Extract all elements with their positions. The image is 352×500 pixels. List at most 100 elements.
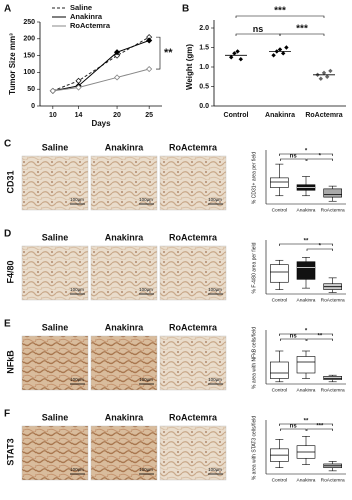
significance-bracket bbox=[280, 338, 307, 341]
scale-label: 100µm bbox=[70, 287, 84, 292]
image-label: Anakinra bbox=[105, 412, 145, 422]
significance-bracket bbox=[156, 36, 161, 70]
image-label: RoActemra bbox=[169, 232, 218, 242]
data-point bbox=[232, 51, 237, 56]
significance-bracket bbox=[279, 243, 333, 246]
microscopy-image bbox=[21, 335, 89, 391]
x-tick-label: Anakinra bbox=[297, 297, 316, 303]
box bbox=[296, 261, 316, 280]
significance-label: ns bbox=[290, 334, 298, 340]
x-tick-label: Control bbox=[224, 112, 249, 119]
y-tick-label: 150 bbox=[23, 52, 35, 59]
x-tick-label: Anakinra bbox=[297, 207, 316, 213]
scale-label: 100µm bbox=[139, 287, 153, 292]
y-tick-label: 250 bbox=[23, 19, 35, 26]
scale-label: 100µm bbox=[208, 197, 222, 202]
y-tick-label: 0 bbox=[31, 103, 35, 110]
series-line bbox=[52, 40, 150, 92]
significance-label: ns bbox=[253, 24, 264, 34]
significance-label: ns bbox=[290, 154, 298, 160]
microscopy-image bbox=[90, 245, 158, 301]
panel-label: B bbox=[182, 4, 189, 15]
legend-label: Anakinra bbox=[70, 12, 103, 21]
box bbox=[270, 361, 289, 379]
x-tick-label: RoActemra bbox=[321, 207, 345, 213]
data-point bbox=[318, 76, 323, 81]
scale-label: 100µm bbox=[139, 467, 153, 472]
x-tick-label: 14 bbox=[75, 112, 83, 119]
data-point bbox=[325, 74, 330, 79]
y-tick-label: 200 bbox=[23, 36, 35, 43]
data-point bbox=[321, 70, 327, 76]
data-point bbox=[146, 37, 153, 44]
image-label: RoActemra bbox=[169, 142, 218, 152]
microscopy-image bbox=[159, 425, 227, 481]
legend-label: RoActemra bbox=[70, 21, 111, 30]
data-point bbox=[238, 57, 243, 62]
x-tick-label: Anakinra bbox=[265, 112, 295, 119]
y-axis-label: CD31 bbox=[5, 170, 15, 193]
data-point bbox=[75, 84, 82, 91]
x-tick-label: Control bbox=[272, 477, 287, 483]
image-label: Saline bbox=[42, 232, 69, 242]
y-axis-label: STAT3 bbox=[5, 438, 15, 465]
data-point bbox=[49, 87, 56, 94]
y-tick-label: 1.0 bbox=[199, 64, 209, 71]
significance-bracket bbox=[279, 333, 333, 336]
image-label: Saline bbox=[42, 142, 69, 152]
y-axis-label: Tumor Size mm³ bbox=[8, 33, 17, 95]
image-label: Saline bbox=[42, 412, 69, 422]
data-point bbox=[113, 49, 121, 56]
box bbox=[296, 356, 316, 374]
scale-label: 100µm bbox=[139, 377, 153, 382]
y-axis-label: % F-4/80 area per field bbox=[251, 242, 257, 293]
scale-label: 100µm bbox=[70, 197, 84, 202]
significance-label: * bbox=[305, 149, 308, 155]
scale-label: 100µm bbox=[70, 467, 84, 472]
x-axis-label: Days bbox=[91, 119, 111, 128]
x-tick-label: 25 bbox=[145, 112, 153, 119]
y-axis-label: % area with STAT3 cells/field bbox=[251, 416, 257, 481]
panel-label: E bbox=[4, 319, 11, 330]
x-tick-label: Anakinra bbox=[297, 477, 316, 483]
x-tick-label: Anakinra bbox=[297, 387, 316, 393]
x-tick-label: RoActemra bbox=[305, 112, 342, 119]
image-label: Anakinra bbox=[105, 142, 145, 152]
panel-label: C bbox=[4, 139, 11, 150]
panel-label: A bbox=[4, 4, 11, 15]
image-label: Anakinra bbox=[105, 232, 145, 242]
significance-bracket bbox=[279, 153, 333, 156]
image-label: RoActemra bbox=[169, 412, 218, 422]
y-axis-label: NFkB bbox=[5, 350, 15, 374]
legend-label: Saline bbox=[70, 3, 92, 12]
x-tick-label: Control bbox=[272, 387, 287, 393]
image-label: Anakinra bbox=[105, 322, 145, 332]
x-tick-label: 10 bbox=[49, 112, 57, 119]
significance-label: ns bbox=[290, 424, 298, 430]
box bbox=[270, 177, 289, 188]
series-line bbox=[52, 68, 150, 92]
data-point bbox=[75, 77, 82, 84]
data-point bbox=[113, 74, 121, 81]
image-label: RoActemra bbox=[169, 322, 218, 332]
significance-bracket bbox=[235, 33, 281, 36]
data-point bbox=[235, 49, 240, 54]
box bbox=[270, 264, 289, 283]
box bbox=[323, 375, 342, 380]
significance-bracket bbox=[306, 428, 333, 431]
y-tick-label: 0.5 bbox=[199, 83, 209, 90]
y-tick-label: 1.5 bbox=[199, 44, 209, 51]
scale-label: 100µm bbox=[139, 197, 153, 202]
scale-label: 100µm bbox=[70, 377, 84, 382]
x-tick-label: Control bbox=[272, 297, 287, 303]
significance-bracket bbox=[280, 158, 307, 161]
data-point bbox=[113, 52, 121, 59]
y-tick-label: 0.0 bbox=[199, 103, 209, 110]
panel-label: D bbox=[4, 229, 11, 240]
y-axis-label: % CD31+ area per field bbox=[251, 152, 257, 204]
data-point bbox=[277, 47, 283, 52]
data-point bbox=[146, 65, 153, 73]
significance-label: ** bbox=[164, 47, 173, 59]
microscopy-image bbox=[159, 335, 227, 391]
